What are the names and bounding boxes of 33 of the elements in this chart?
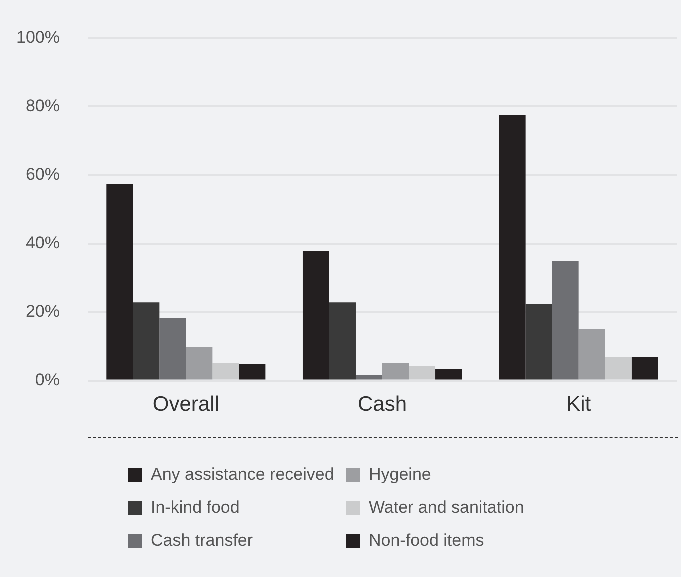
bar (212, 362, 240, 380)
legend-label: Water and sanitation (369, 498, 524, 518)
bar (133, 302, 160, 380)
legend-label: Any assistance received (151, 464, 334, 484)
x-tick-label: Overall (152, 393, 220, 416)
bar (632, 357, 658, 380)
bar (302, 250, 330, 380)
bar (499, 114, 526, 380)
bar (436, 369, 462, 380)
legend-label: Non-food items (369, 530, 484, 550)
bar (382, 362, 410, 380)
bar (526, 304, 552, 380)
y-tick-label: 40% (26, 233, 60, 252)
bar (356, 374, 382, 380)
bar (106, 184, 134, 380)
y-tick-label: 0% (35, 370, 60, 390)
x-tick-label: Kit (566, 393, 592, 416)
bar (239, 364, 266, 380)
x-tick-label: Cash (358, 393, 408, 416)
y-tick-label: 60% (26, 164, 60, 184)
bar (186, 347, 213, 380)
y-tick-label: 100% (16, 28, 60, 47)
bar (578, 329, 606, 380)
legend-label: Hygeine (369, 464, 432, 484)
y-tick-label: 80% (26, 96, 60, 116)
y-tick-label: 20% (26, 302, 60, 321)
bar (329, 302, 356, 380)
legend-label: In-kind food (151, 498, 240, 518)
legend-label: Cash transfer (151, 530, 254, 550)
bar (160, 318, 186, 380)
bar (409, 366, 436, 380)
bar (552, 261, 579, 380)
bar (605, 357, 632, 380)
